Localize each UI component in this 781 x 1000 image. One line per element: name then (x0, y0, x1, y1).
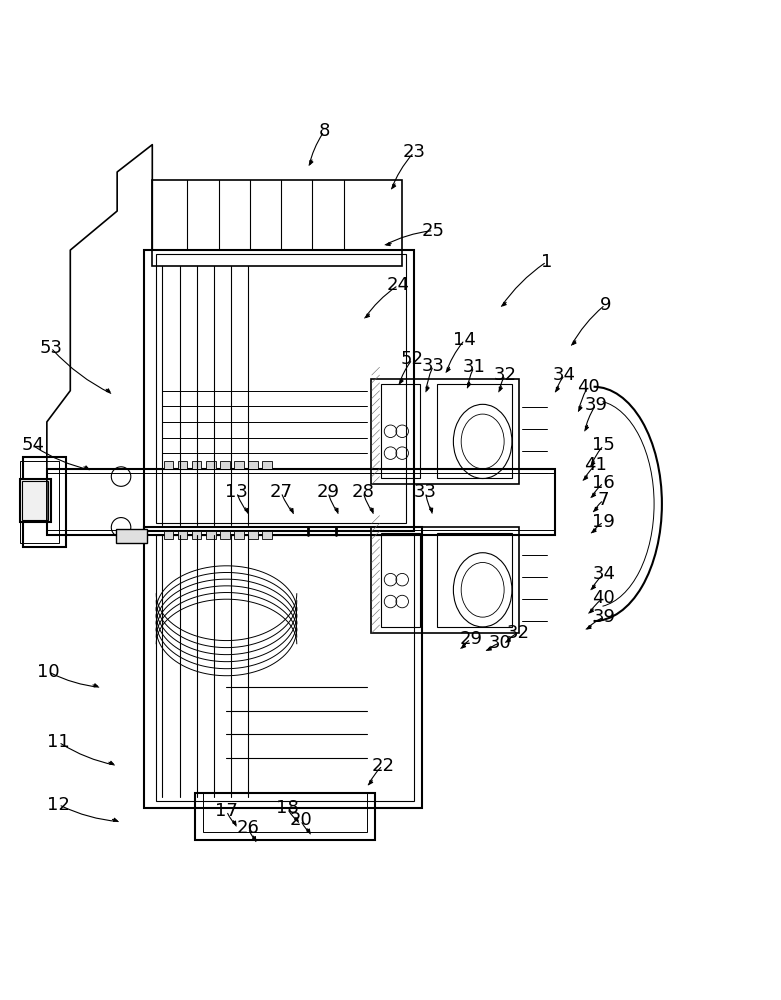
Bar (156, 254, 406, 523)
Bar (192, 531, 201, 539)
Bar (164, 461, 173, 469)
Text: 25: 25 (422, 222, 445, 240)
Bar (220, 531, 230, 539)
Text: 26: 26 (237, 819, 260, 837)
Text: 54: 54 (21, 436, 45, 454)
Bar (144, 527, 422, 808)
Text: 13: 13 (225, 483, 248, 501)
Bar (234, 531, 244, 539)
Bar (20, 461, 59, 543)
Bar (156, 535, 414, 801)
Bar (164, 531, 173, 539)
Bar (371, 527, 519, 633)
Text: 33: 33 (422, 357, 445, 375)
Bar (381, 384, 420, 478)
Text: 12: 12 (47, 796, 70, 814)
Text: 10: 10 (37, 663, 59, 681)
Text: 28: 28 (351, 483, 375, 501)
Text: 1: 1 (541, 253, 552, 271)
Text: 34: 34 (592, 565, 615, 583)
Bar (195, 793, 375, 840)
Bar (248, 531, 258, 539)
Text: 7: 7 (598, 491, 609, 509)
Text: 29: 29 (459, 630, 483, 648)
Bar (437, 384, 512, 478)
Text: 33: 33 (414, 483, 437, 501)
Text: 20: 20 (289, 811, 312, 829)
Text: 34: 34 (553, 366, 576, 384)
Text: 15: 15 (592, 436, 615, 454)
Text: 39: 39 (584, 396, 608, 414)
Bar (437, 533, 512, 627)
Bar (116, 529, 147, 543)
Text: 40: 40 (576, 378, 600, 396)
Bar (206, 461, 216, 469)
Bar (152, 180, 402, 266)
Bar (248, 461, 258, 469)
Text: 29: 29 (316, 483, 340, 501)
Bar (262, 461, 272, 469)
Bar (192, 461, 201, 469)
Bar (144, 250, 414, 531)
Text: 52: 52 (401, 350, 424, 368)
Bar (178, 531, 187, 539)
Text: 32: 32 (506, 624, 530, 642)
Bar (262, 531, 272, 539)
Text: 11: 11 (47, 733, 70, 751)
Text: 30: 30 (488, 634, 512, 652)
Bar (22, 481, 48, 520)
Bar (220, 461, 230, 469)
Text: 19: 19 (592, 513, 615, 531)
Bar (381, 533, 420, 627)
Text: 31: 31 (462, 358, 486, 376)
Bar (47, 473, 555, 530)
Text: 23: 23 (402, 143, 426, 161)
Text: 40: 40 (592, 589, 615, 607)
Text: 32: 32 (494, 366, 517, 384)
Text: 9: 9 (600, 296, 611, 314)
Text: 8: 8 (319, 122, 330, 140)
Text: 14: 14 (453, 331, 476, 349)
Bar (20, 479, 51, 522)
Bar (371, 379, 519, 484)
Text: 41: 41 (584, 456, 608, 474)
Bar (178, 461, 187, 469)
Bar (203, 793, 367, 832)
Text: 53: 53 (39, 339, 62, 357)
Bar (206, 531, 216, 539)
Bar (234, 461, 244, 469)
Text: 16: 16 (592, 474, 615, 492)
Bar (47, 469, 555, 535)
Text: 27: 27 (269, 483, 293, 501)
Text: 18: 18 (276, 799, 299, 817)
Text: 22: 22 (371, 757, 394, 775)
Bar (23, 457, 66, 547)
Text: 17: 17 (215, 802, 238, 820)
Text: 39: 39 (592, 608, 615, 626)
Text: 24: 24 (387, 276, 410, 294)
